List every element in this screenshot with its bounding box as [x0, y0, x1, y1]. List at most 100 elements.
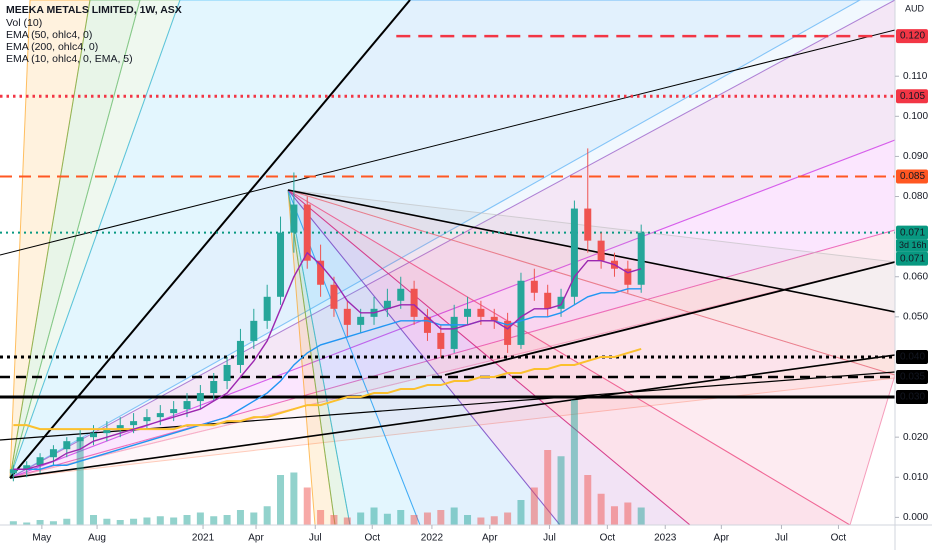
y-tick-label: 0.010	[903, 472, 928, 483]
candle-body	[570, 208, 578, 297]
candle-body	[143, 417, 151, 422]
volume-bar	[36, 520, 44, 525]
price-level-box	[896, 390, 928, 405]
legend-entry: EMA (200, ohlc4, 0)	[6, 41, 98, 53]
volume-bar	[170, 517, 178, 525]
volume-bar	[130, 518, 138, 525]
candle-body	[183, 401, 191, 410]
candle-body	[23, 465, 31, 470]
candle-body	[343, 308, 351, 325]
price-level-label: 0.035	[900, 372, 925, 383]
candle-body	[317, 260, 325, 285]
volume-bar	[90, 515, 98, 525]
price-level-label: 0.040	[900, 352, 925, 363]
volume-bar	[383, 513, 391, 525]
ema-price-label: 0.071	[900, 253, 925, 264]
volume-bar	[610, 506, 618, 525]
candle-body	[277, 232, 285, 297]
volume-bar	[9, 521, 17, 525]
trend-line	[287, 189, 895, 313]
volume-bar	[277, 475, 285, 525]
volume-bar	[504, 512, 512, 525]
candle-body	[477, 308, 485, 317]
countdown-box	[896, 239, 928, 252]
price-level-box	[896, 349, 928, 364]
candle-body	[437, 332, 445, 349]
volume-bar	[196, 512, 204, 525]
x-tick-label: 2022	[421, 533, 444, 544]
candle-body	[383, 300, 391, 309]
volume-bar	[303, 487, 311, 525]
ema-line	[13, 251, 642, 470]
volume-bar	[464, 515, 472, 525]
volume-bar	[637, 507, 645, 525]
candle-body	[196, 393, 204, 402]
candle-body	[530, 280, 538, 293]
volume-bar	[116, 520, 124, 525]
volume-bar	[210, 516, 218, 525]
x-tick-label: 2023	[654, 533, 677, 544]
volume-bar	[490, 516, 498, 525]
x-tick-label: 2021	[192, 533, 215, 544]
volume-bar	[517, 500, 525, 525]
candle-body	[170, 409, 178, 414]
drawings	[0, 0, 895, 525]
candle-body	[557, 296, 565, 309]
volume-bar	[477, 517, 485, 525]
candle-body	[450, 316, 458, 349]
volume-bar	[343, 517, 351, 525]
volume-bar	[397, 510, 405, 525]
volume-bar	[317, 510, 325, 525]
y-tick-label: 0.000	[903, 512, 928, 523]
y-tick-label: 0.020	[903, 432, 928, 443]
price-level-label: 0.071	[900, 227, 925, 238]
y-tick-label: 0.090	[903, 151, 928, 162]
trend-line	[0, 29, 895, 256]
plot-area	[0, 34, 895, 525]
price-level-label: 0.085	[900, 171, 925, 182]
y-tick-label: 0.110	[903, 71, 928, 82]
candle-body	[464, 308, 472, 317]
candle-body	[63, 441, 71, 450]
volume-bar	[557, 456, 565, 525]
price-level-box	[896, 89, 928, 104]
volume-bar	[530, 487, 538, 525]
candle-body	[223, 364, 231, 382]
candle-body	[330, 284, 338, 309]
candle-body	[130, 421, 138, 426]
legend-entry: EMA (10, ohlc4, 0, EMA, 5)	[6, 53, 133, 65]
candle-body	[250, 320, 258, 341]
axes: 0.120 0.105 0.085 0.071 0.040 0.035 0.030 0.000…	[32, 29, 928, 544]
volume-bar	[290, 472, 298, 525]
candle-body	[103, 429, 111, 434]
candle-body	[410, 288, 418, 317]
volume-bar	[156, 516, 164, 525]
x-tick-label: Aug	[88, 533, 106, 544]
price-level-box	[896, 370, 928, 385]
volume-bar	[63, 518, 71, 525]
legend-title: MEEKA METALS LIMITED, 1W, ASX	[6, 4, 182, 16]
price-level-box	[896, 29, 928, 44]
volume-bar	[103, 518, 111, 525]
ema-line	[13, 288, 642, 470]
candle-body	[544, 292, 552, 309]
x-tick-label: May	[32, 533, 51, 544]
candle-body	[637, 232, 645, 285]
candle-body	[90, 433, 98, 438]
x-tick-label: Jul	[543, 533, 556, 544]
candle-body	[9, 469, 17, 474]
price-level-box	[896, 225, 928, 240]
y-tick-label: 0.050	[903, 311, 928, 322]
candle-body	[517, 280, 525, 345]
volume-bar	[597, 493, 605, 525]
volume-bar	[49, 521, 57, 525]
volume-bar	[236, 510, 244, 525]
x-tick-label: Jul	[309, 533, 322, 544]
volume-bar	[437, 510, 445, 525]
legend-entry: EMA (50, ohlc4, 0)	[6, 29, 92, 41]
candle-body	[624, 268, 632, 285]
x-tick-label: Oct	[600, 533, 616, 544]
candle-body	[357, 316, 365, 325]
trend-line	[9, 354, 895, 479]
